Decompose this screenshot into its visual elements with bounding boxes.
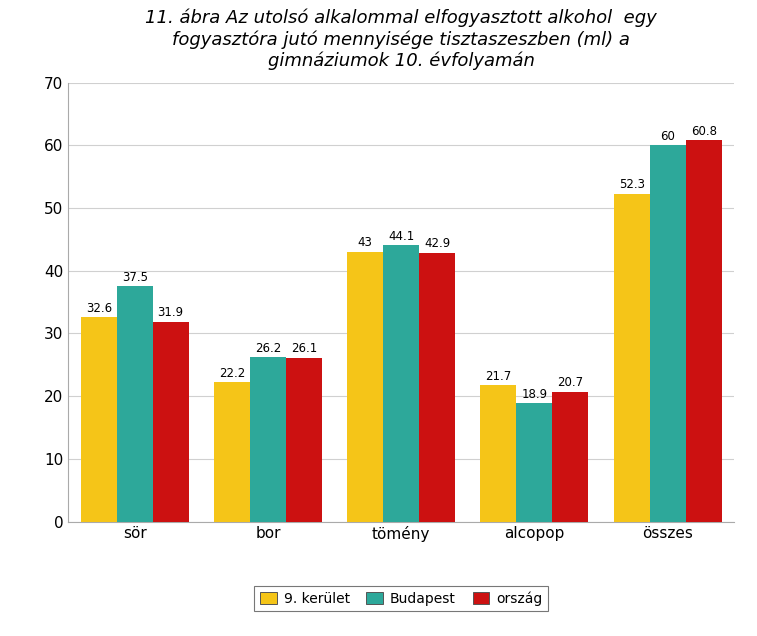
Bar	[347, 252, 383, 522]
Legend: 9. kerület, Budapest, ország: 9. kerület, Budapest, ország	[254, 586, 548, 611]
Text: 32.6: 32.6	[86, 301, 112, 315]
Bar	[419, 252, 455, 522]
Text: 21.7: 21.7	[485, 370, 512, 383]
Text: 60: 60	[660, 130, 675, 143]
Text: 20.7: 20.7	[557, 377, 584, 389]
Title: 11. ábra Az utolsó alkalommal elfogyasztott alkohol  egy
fogyasztóra jutó mennyi: 11. ábra Az utolsó alkalommal elfogyaszt…	[145, 9, 657, 70]
Text: 22.2: 22.2	[219, 367, 245, 380]
Bar	[81, 317, 117, 522]
Bar	[214, 382, 250, 522]
Bar	[250, 357, 286, 522]
Bar	[553, 392, 588, 522]
Text: 42.9: 42.9	[424, 237, 450, 250]
Bar	[383, 245, 419, 522]
Bar	[686, 141, 721, 522]
Text: 37.5: 37.5	[122, 271, 148, 284]
Bar	[650, 146, 686, 522]
Text: 26.1: 26.1	[291, 342, 317, 356]
Text: 44.1: 44.1	[388, 230, 414, 242]
Text: 31.9: 31.9	[157, 306, 184, 319]
Text: 60.8: 60.8	[690, 125, 717, 138]
Text: 43: 43	[358, 237, 372, 249]
Text: 18.9: 18.9	[522, 387, 547, 401]
Bar	[286, 358, 322, 522]
Text: 52.3: 52.3	[618, 178, 645, 191]
Bar	[481, 385, 516, 522]
Text: 26.2: 26.2	[255, 342, 281, 355]
Bar	[117, 286, 153, 522]
Bar	[153, 322, 188, 522]
Bar	[614, 193, 650, 522]
Bar	[516, 403, 553, 522]
